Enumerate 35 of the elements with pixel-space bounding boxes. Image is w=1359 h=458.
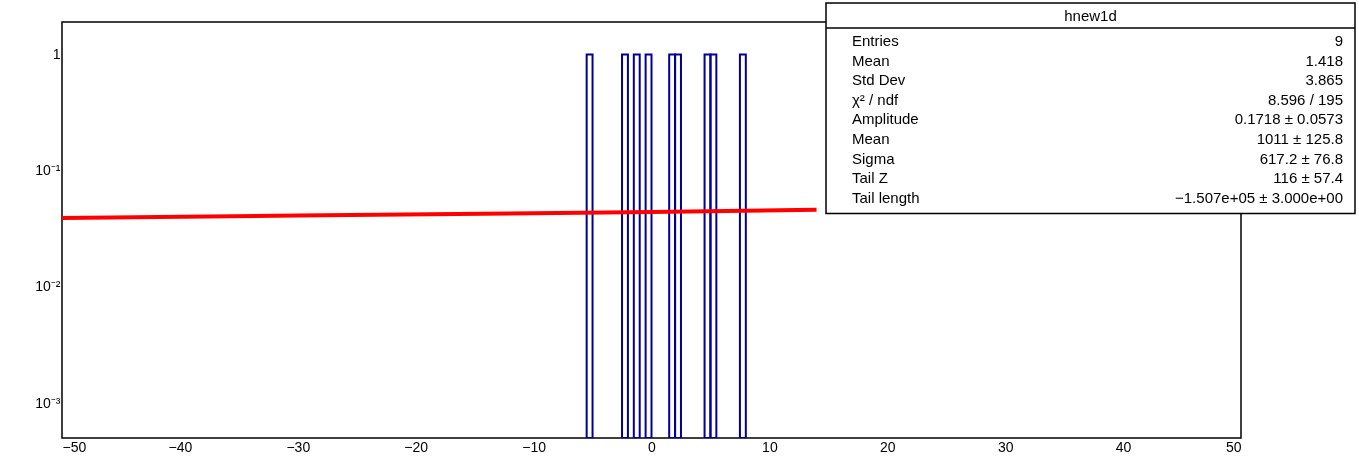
- annotation: −1.507e+05 ± 3.000e+00: [1175, 188, 1343, 206]
- x-tick-label: 20: [880, 438, 896, 455]
- text: 3.865: [1305, 71, 1343, 89]
- x-tick-label: 40: [1115, 438, 1132, 455]
- x-tick-label: −20: [404, 438, 429, 455]
- text: 116 ± 57.4: [1273, 169, 1343, 187]
- annotation: Entries: [852, 32, 899, 49]
- x-tick-label: 30: [997, 438, 1014, 455]
- y-tick-label: 10⁻²: [35, 278, 61, 295]
- x-tick-label: −40: [168, 438, 193, 455]
- annotation: Tail Z: [852, 169, 888, 187]
- annotation: hnew1d: [1064, 7, 1117, 24]
- x-tick-label: 50: [1225, 438, 1242, 455]
- x-tick-label: −50: [62, 438, 87, 455]
- x-tick-label: 0: [648, 438, 657, 455]
- x-tick-label: −10: [522, 438, 547, 455]
- annotation: χ² / ndf: [852, 90, 900, 108]
- line-series: [62, 207, 819, 221]
- y-tick-label: 10⁻³: [35, 394, 61, 411]
- annotation: Std Dev: [852, 71, 906, 89]
- text: 8.596 / 195: [1267, 90, 1343, 108]
- annotation: Mean: [852, 130, 890, 147]
- text: 1.418: [1305, 51, 1343, 69]
- text: 1011 ± 125.8: [1256, 130, 1343, 147]
- text: 9: [1334, 32, 1343, 49]
- annotation: Amplitude: [852, 110, 919, 128]
- text: 617.2 ± 76.8: [1259, 149, 1343, 167]
- y-tick-label: 1: [52, 45, 61, 62]
- annotation: 0.1718 ± 0.0573: [1234, 110, 1343, 128]
- y-tick-label: 10⁻¹: [35, 162, 61, 179]
- annotation: Mean: [852, 51, 890, 69]
- x-tick-label: 10: [762, 438, 778, 455]
- annotation: Tail length: [852, 188, 920, 206]
- x-tick-label: −30: [286, 438, 311, 455]
- annotation: Sigma: [852, 149, 896, 167]
